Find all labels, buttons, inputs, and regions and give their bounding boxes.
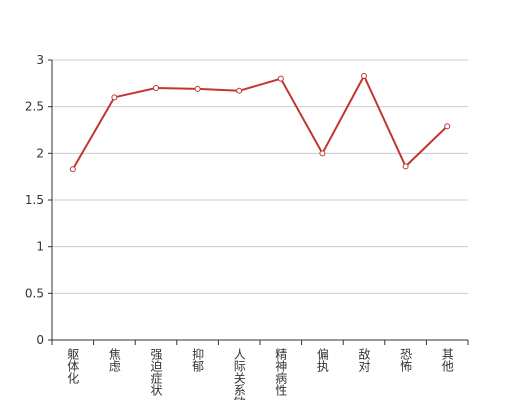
- x-tick-label: 恐怖: [399, 348, 413, 372]
- x-tick-label: 敌对: [357, 347, 371, 372]
- y-tick-label: 1: [36, 240, 44, 254]
- y-tick-label: 2: [36, 146, 44, 160]
- y-tick-label: 3: [36, 53, 44, 67]
- point: [361, 72, 367, 79]
- y-tick-label: 0.5: [25, 286, 44, 300]
- point: [402, 163, 409, 170]
- y-tick-label: 0: [36, 333, 44, 347]
- x-tick-label: 人际关系敏感: [232, 348, 246, 400]
- x-tick-label: 躯体化: [66, 347, 80, 385]
- x-tick-label: 抑郁: [191, 347, 205, 373]
- x-tick-label: 强迫症状: [149, 348, 163, 396]
- point: [319, 150, 326, 157]
- x-tick-label: 精神病性: [274, 348, 288, 397]
- point: [153, 85, 159, 91]
- point: [69, 166, 76, 173]
- point: [111, 94, 118, 101]
- x-tick-label: 焦虑: [107, 348, 121, 372]
- point: [277, 75, 284, 82]
- point: [236, 87, 243, 94]
- line: [71, 73, 448, 170]
- x-tick-label: 其他: [440, 348, 454, 372]
- x-tick-label: 偏执: [315, 347, 329, 373]
- point: [194, 85, 201, 92]
- y-tick-label: 1.5: [25, 193, 44, 207]
- y-tick-label: 2.5: [25, 100, 44, 114]
- point: [444, 123, 451, 130]
